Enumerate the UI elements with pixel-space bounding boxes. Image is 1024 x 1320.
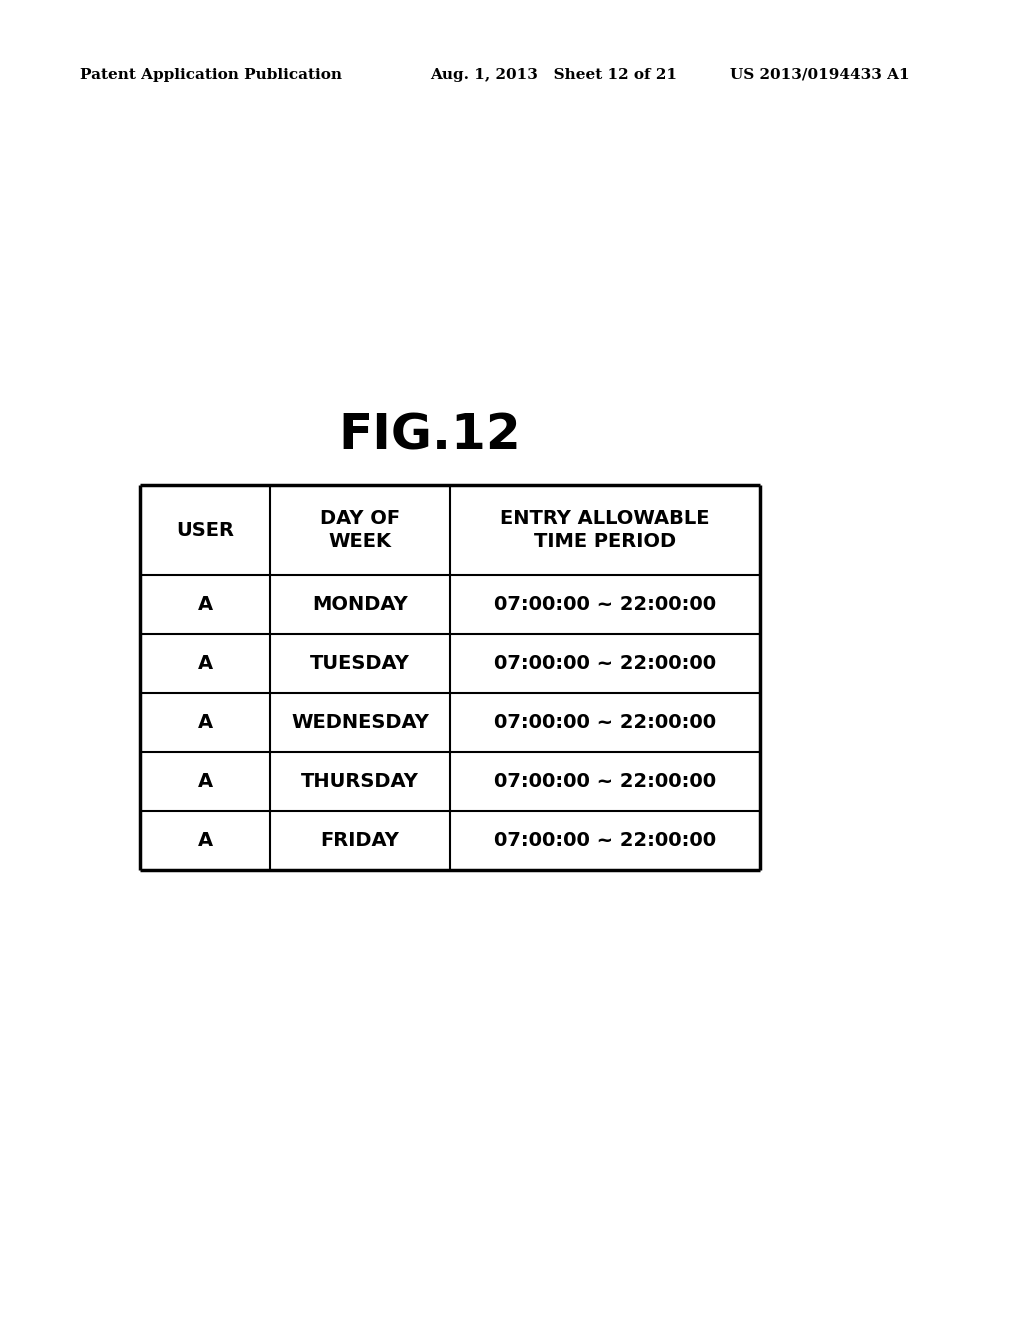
Text: Aug. 1, 2013   Sheet 12 of 21: Aug. 1, 2013 Sheet 12 of 21 <box>430 69 677 82</box>
Text: A: A <box>198 772 213 791</box>
Text: TUESDAY: TUESDAY <box>310 653 410 673</box>
Text: WEDNESDAY: WEDNESDAY <box>291 713 429 733</box>
Text: 07:00:00 ~ 22:00:00: 07:00:00 ~ 22:00:00 <box>494 772 716 791</box>
Text: FRIDAY: FRIDAY <box>321 832 399 850</box>
Text: A: A <box>198 713 213 733</box>
Text: Patent Application Publication: Patent Application Publication <box>80 69 342 82</box>
Text: 07:00:00 ~ 22:00:00: 07:00:00 ~ 22:00:00 <box>494 595 716 614</box>
Text: US 2013/0194433 A1: US 2013/0194433 A1 <box>730 69 909 82</box>
Text: A: A <box>198 595 213 614</box>
Text: THURSDAY: THURSDAY <box>301 772 419 791</box>
Text: MONDAY: MONDAY <box>312 595 408 614</box>
Text: FIG.12: FIG.12 <box>339 411 521 459</box>
Text: A: A <box>198 653 213 673</box>
Text: ENTRY ALLOWABLE
TIME PERIOD: ENTRY ALLOWABLE TIME PERIOD <box>501 508 710 552</box>
Text: USER: USER <box>176 520 234 540</box>
Text: 07:00:00 ~ 22:00:00: 07:00:00 ~ 22:00:00 <box>494 832 716 850</box>
Text: 07:00:00 ~ 22:00:00: 07:00:00 ~ 22:00:00 <box>494 653 716 673</box>
Text: DAY OF
WEEK: DAY OF WEEK <box>319 508 400 552</box>
Text: A: A <box>198 832 213 850</box>
Text: 07:00:00 ~ 22:00:00: 07:00:00 ~ 22:00:00 <box>494 713 716 733</box>
